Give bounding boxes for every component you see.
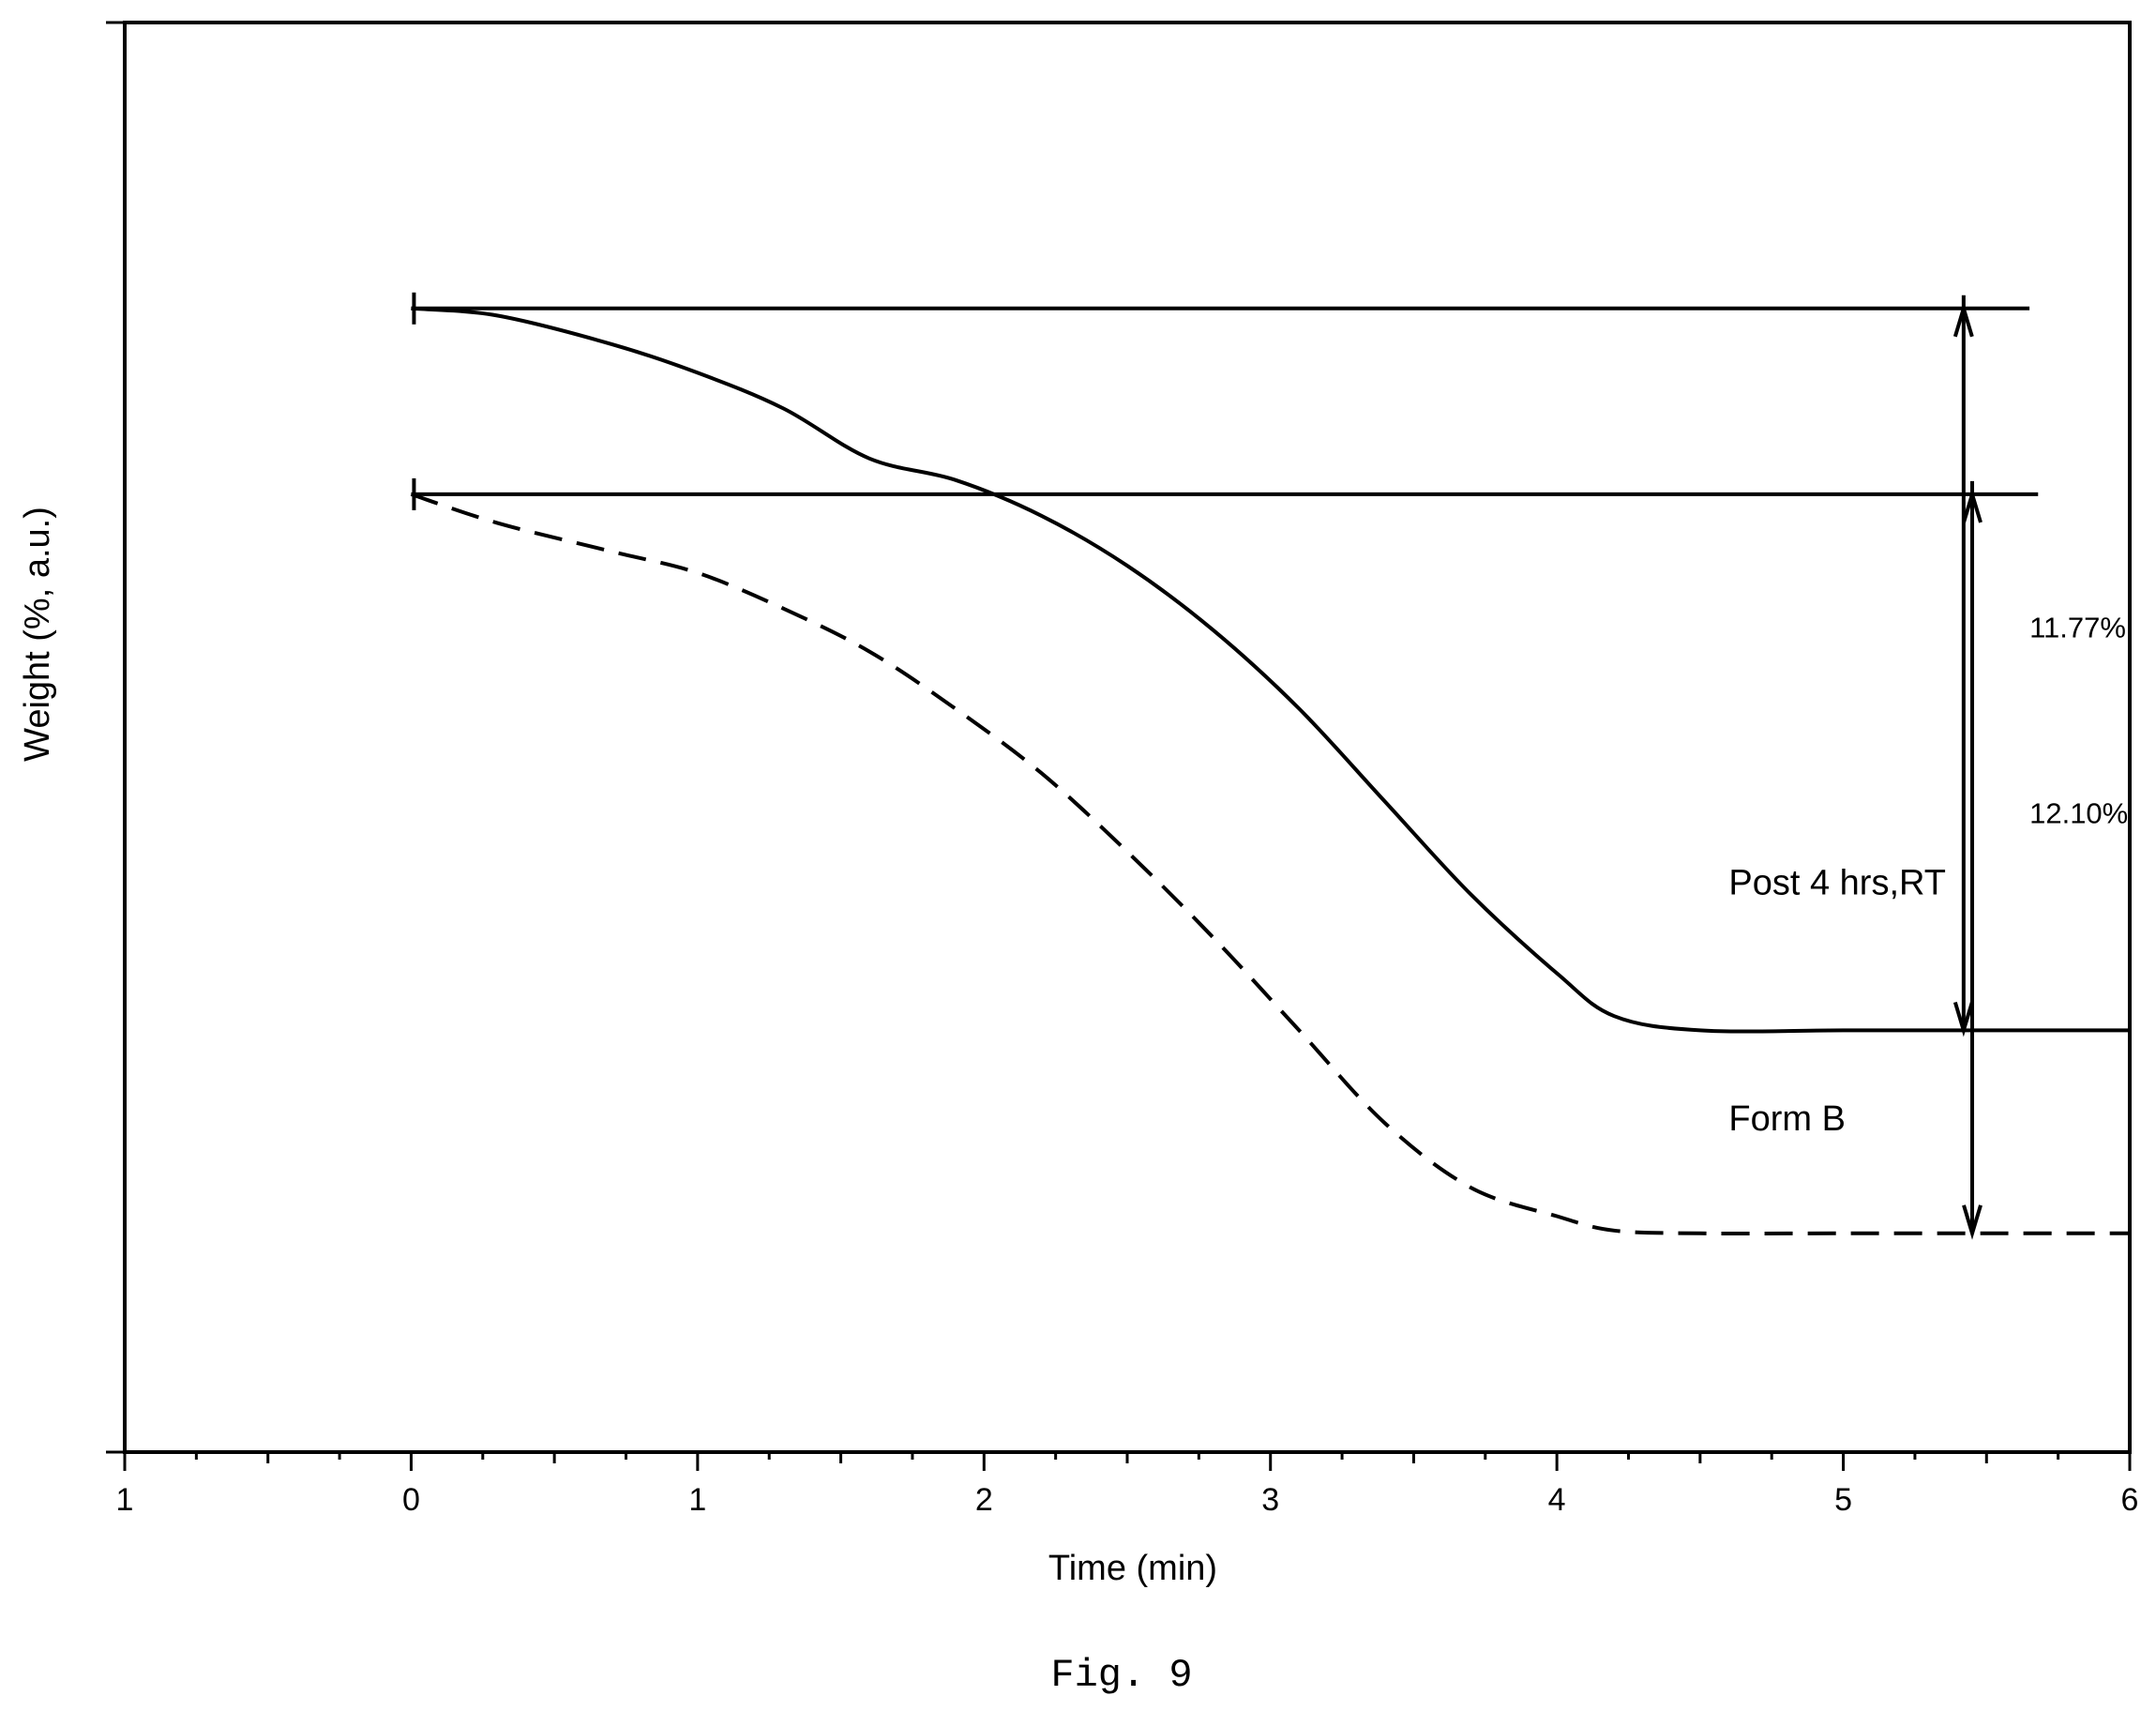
plot-frame: [123, 21, 2132, 1454]
series-label: Form B: [1728, 1099, 1846, 1139]
arrow-head: [1962, 1204, 1983, 1240]
difference-arrows: [1952, 295, 1983, 1240]
x-axis-ticks: 1 0 1 2 3 4 5 6: [116, 1452, 2139, 1518]
series-line-form-b: [410, 492, 2130, 1236]
series-line-post-4hrs: [411, 306, 2130, 1034]
weight-loss-label: 11.77%: [2029, 611, 2126, 644]
weight-loss-label: 12.10%: [2029, 796, 2128, 829]
arrow-head: [1952, 301, 1974, 338]
series-lines: [410, 306, 2130, 1236]
plot-border: [123, 21, 2132, 1454]
y-axis-label: Weight (%, a.u.): [18, 507, 57, 762]
x-tick-label: 2: [975, 1482, 993, 1518]
series-label: Post 4 hrs,RT: [1728, 864, 1946, 903]
x-tick-label: 3: [1261, 1482, 1279, 1518]
arrow-head: [1962, 487, 1983, 523]
reference-lines: [411, 292, 2039, 510]
figure-caption: Fig. 9: [1050, 1653, 1192, 1698]
annotation-labels: 11.77% 12.10% Post 4 hrs,RT Form B: [1728, 611, 2128, 1139]
y-axis-ticks: [106, 21, 125, 1454]
x-tick-label: 6: [2121, 1482, 2139, 1518]
x-tick-label: 1: [116, 1482, 134, 1518]
x-tick-label: 4: [1548, 1482, 1566, 1518]
x-tick-label: 0: [402, 1482, 420, 1518]
x-axis-label: Time (min): [1048, 1549, 1217, 1588]
x-tick-label: 5: [1834, 1482, 1852, 1518]
arrow-head: [1952, 1001, 1974, 1037]
x-tick-label: 1: [688, 1482, 706, 1518]
